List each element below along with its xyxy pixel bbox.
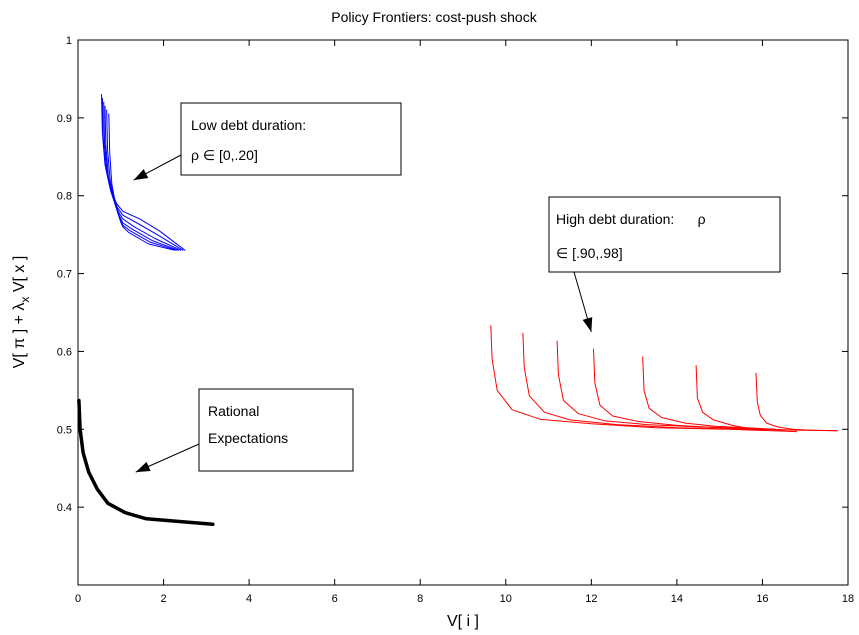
y-tick-label: 0.6 (57, 346, 72, 358)
y-tick-label: 0.4 (57, 502, 72, 514)
y-tick-label: 0.9 (57, 113, 72, 125)
x-tick-label: 14 (671, 593, 683, 605)
chart-title: Policy Frontiers: cost-push shock (331, 9, 537, 25)
annotation-text-line1: Low debt duration: (191, 117, 306, 133)
annotation-low-debt-duration: Low debt duration: ρ ∈ [0,.20] (133, 102, 402, 181)
y-axis: 0.4 0.5 0.6 0.7 0.8 0.9 1 (57, 35, 848, 514)
annotation-arrowhead (133, 169, 149, 181)
x-tick-label: 16 (756, 593, 768, 605)
annotation-text-line1: High debt duration: ρ (556, 211, 706, 227)
y-tick-label: 0.8 (57, 191, 72, 203)
annotation-box (180, 102, 402, 176)
series-line-low-debt-duration (101, 97, 184, 251)
series-line-rational-expectations (77, 398, 215, 527)
series-line-high-debt-duration (593, 348, 763, 430)
annotation-high-debt-duration: High debt duration: ρ ∈ [.90,.98] (548, 196, 781, 333)
x-tick-label: 2 (160, 593, 166, 605)
y-tick-label: 0.5 (57, 424, 72, 436)
series-line-low-debt-duration (108, 113, 175, 251)
x-tick-label: 8 (417, 593, 423, 605)
annotation-text-line2: ∈ [.90,.98] (556, 245, 623, 261)
annotation-box (198, 388, 354, 472)
x-tick-label: 0 (75, 593, 81, 605)
annotation-rational-expectations: Rational Expectations (135, 388, 354, 473)
series-line-high-debt-duration (642, 356, 776, 430)
series-line-low-debt-duration (106, 109, 177, 251)
annotation-text-line1: Rational (208, 403, 259, 419)
x-axis-label: V[ i ] (447, 613, 479, 630)
plot-area-frame (77, 39, 849, 586)
annotation-box (548, 196, 781, 273)
series-line-high-debt-duration (695, 364, 798, 431)
y-axis-label: V[ π ] + λx V[ x ] (11, 256, 32, 369)
annotation-text-line2: ρ ∈ [0,.20] (191, 147, 258, 163)
annotation-arrowhead (135, 461, 151, 473)
x-tick-label: 6 (332, 593, 338, 605)
annotation-text-line2: Expectations (208, 430, 288, 446)
series-line-high-debt-duration (755, 372, 838, 432)
y-tick-label: 0.7 (57, 269, 72, 281)
x-tick-label: 4 (246, 593, 252, 605)
series-line-high-debt-duration (556, 340, 776, 430)
series-line-high-debt-duration (522, 333, 838, 432)
x-tick-label: 10 (500, 593, 512, 605)
x-tick-label: 12 (585, 593, 597, 605)
series-layer (77, 94, 838, 527)
x-tick-label: 18 (842, 593, 854, 605)
y-tick-label: 1 (66, 35, 72, 47)
x-axis: 0 2 4 6 8 10 12 14 16 18 (75, 40, 854, 605)
annotation-arrowhead (582, 317, 593, 332)
